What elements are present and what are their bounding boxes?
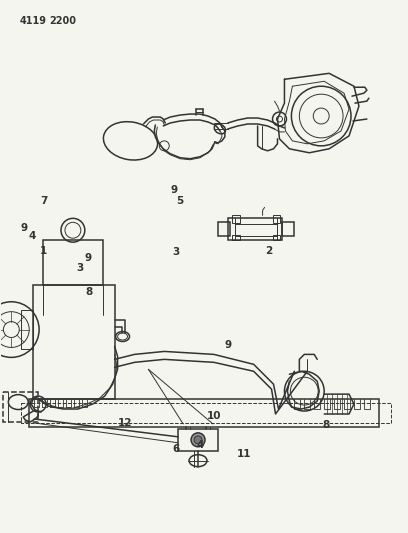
Bar bbox=[232, 235, 240, 240]
Text: 12: 12 bbox=[118, 418, 132, 428]
Text: 8: 8 bbox=[85, 287, 92, 297]
Text: 4: 4 bbox=[28, 231, 35, 241]
Circle shape bbox=[191, 433, 205, 447]
Text: 9: 9 bbox=[170, 185, 177, 195]
Bar bbox=[273, 215, 280, 223]
Text: 9: 9 bbox=[85, 253, 92, 262]
Text: 11: 11 bbox=[237, 449, 252, 459]
Bar bbox=[273, 235, 280, 240]
Bar bbox=[21, 310, 33, 350]
Text: 4: 4 bbox=[196, 440, 204, 450]
Bar bbox=[218, 222, 230, 236]
Text: 8: 8 bbox=[322, 421, 329, 430]
Bar bbox=[178, 429, 218, 451]
Bar bbox=[282, 222, 295, 236]
Text: 9: 9 bbox=[21, 223, 28, 233]
Text: 4119: 4119 bbox=[19, 15, 46, 26]
Bar bbox=[3, 392, 38, 422]
Text: 1: 1 bbox=[40, 246, 48, 256]
Text: 2: 2 bbox=[265, 246, 273, 256]
Text: 6: 6 bbox=[172, 444, 179, 454]
Circle shape bbox=[194, 436, 202, 444]
Bar bbox=[33, 285, 115, 399]
Text: 2200: 2200 bbox=[49, 15, 76, 26]
Bar bbox=[232, 215, 240, 223]
Text: 3: 3 bbox=[172, 247, 179, 257]
Text: 9: 9 bbox=[225, 340, 232, 350]
Text: 7: 7 bbox=[40, 196, 48, 206]
Text: 3: 3 bbox=[77, 263, 84, 273]
Text: 10: 10 bbox=[207, 411, 222, 421]
Bar bbox=[43, 240, 103, 285]
Bar bbox=[29, 399, 379, 427]
Bar bbox=[21, 403, 391, 423]
Bar bbox=[228, 219, 282, 240]
Text: 5: 5 bbox=[176, 196, 183, 206]
